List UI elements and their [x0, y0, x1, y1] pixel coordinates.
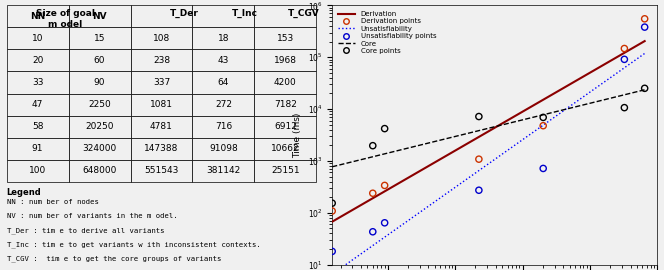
- Point: [538, 124, 548, 128]
- Point: [367, 191, 378, 195]
- Point: [538, 115, 548, 120]
- Point: [639, 86, 650, 90]
- Text: T_Inc : tim e to get variants w ith inconsistent contexts.: T_Inc : tim e to get variants w ith inco…: [7, 241, 260, 248]
- Point: [367, 230, 378, 234]
- Point: [327, 249, 337, 254]
- Point: [619, 106, 629, 110]
- Point: [473, 157, 484, 161]
- Point: [379, 221, 390, 225]
- Text: T_Der: T_Der: [170, 9, 199, 18]
- Point: [473, 188, 484, 193]
- Text: Legend: Legend: [7, 188, 41, 197]
- Text: T_Inc: T_Inc: [232, 9, 258, 18]
- Point: [327, 201, 337, 205]
- Point: [619, 46, 629, 51]
- Point: [639, 25, 650, 29]
- Text: NV : num ber of variants in the m odel.: NV : num ber of variants in the m odel.: [7, 213, 177, 219]
- Point: [379, 183, 390, 188]
- Point: [538, 166, 548, 171]
- Text: NN : num ber of nodes: NN : num ber of nodes: [7, 198, 98, 204]
- Legend: Derivation, Derivation points, Unsatisfiability, Unsatisfiability points, Core, : Derivation, Derivation points, Unsatisfi…: [336, 9, 438, 56]
- Point: [327, 209, 337, 213]
- Text: T_CGV: T_CGV: [288, 9, 320, 18]
- Point: [379, 126, 390, 131]
- Text: T_CGV :  tim e to get the core groups of variants: T_CGV : tim e to get the core groups of …: [7, 255, 221, 262]
- Point: [619, 57, 629, 62]
- Y-axis label: Time (ms): Time (ms): [293, 112, 302, 158]
- Point: [367, 144, 378, 148]
- Point: [473, 114, 484, 119]
- Text: Size of goal
m odel: Size of goal m odel: [36, 9, 95, 29]
- Point: [639, 17, 650, 21]
- Text: T_Der : tim e to derive all variants: T_Der : tim e to derive all variants: [7, 227, 164, 234]
